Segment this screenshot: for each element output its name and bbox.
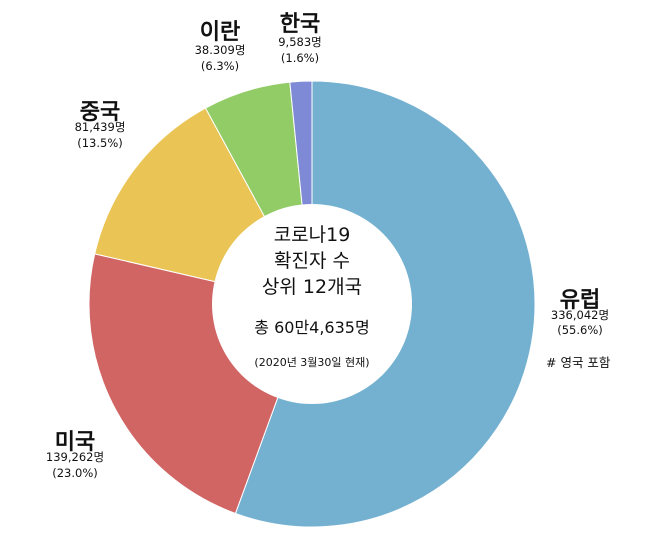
label-korea-value: 9,583명 [278, 35, 322, 49]
label-korea-pct: (1.6%) [280, 51, 320, 65]
center-title-line-1: 코로나19 [273, 224, 351, 246]
label-iran-value: 38.309명 [194, 43, 246, 57]
label-europe-value: 336,042명 [550, 308, 610, 322]
label-iran-name: 이란 [199, 20, 241, 45]
label-usa-pct: (23.0%) [52, 466, 98, 480]
donut-center-text: 코로나19 확진자 수 상위 12개국 총 60만4,635명 (2020년 3… [222, 222, 402, 370]
label-korea-name: 한국 [279, 12, 321, 37]
label-usa-name: 미국 [54, 430, 96, 455]
label-europe-pct: (55.6%) [557, 323, 603, 337]
label-iran-pct: (6.3%) [200, 59, 240, 73]
label-china-pct: (13.5%) [77, 136, 123, 150]
footnote: # 영국 포함 [546, 355, 611, 370]
center-title-line-2: 확진자 수 [274, 250, 350, 272]
label-china-name: 중국 [79, 100, 121, 125]
center-total: 총 60만4,635명 [254, 318, 370, 337]
label-usa-value: 139,262명 [45, 450, 105, 464]
label-europe-name: 유럽 [559, 288, 601, 313]
center-title-line-3: 상위 12개국 [261, 276, 363, 298]
center-date: (2020년 3월30일 현재) [254, 356, 370, 369]
donut-hole [212, 204, 412, 404]
label-china-value: 81,439명 [74, 120, 126, 134]
